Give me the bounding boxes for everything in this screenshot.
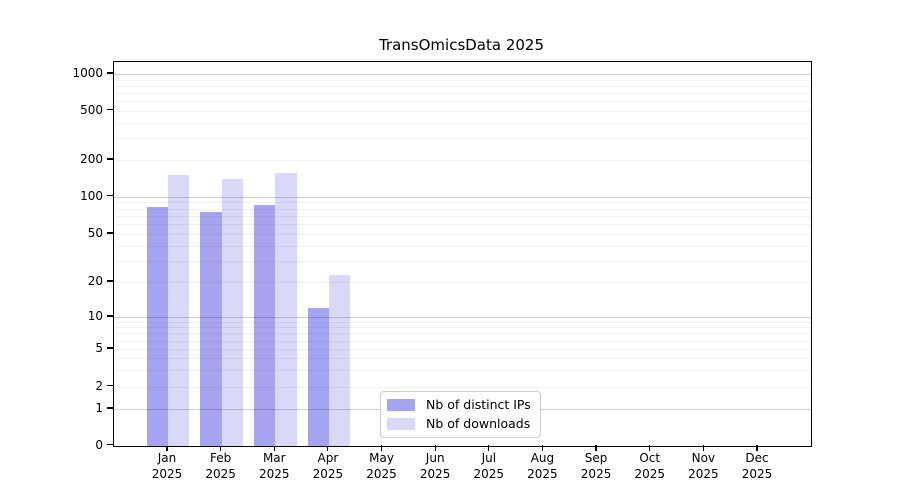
y-tick-label: 2 xyxy=(95,378,103,393)
y-tick-mark xyxy=(107,347,113,349)
y-tick-mark xyxy=(107,315,113,317)
gridline-minor xyxy=(114,245,811,247)
y-tick-mark xyxy=(107,407,113,409)
x-tick-mark xyxy=(166,445,168,451)
x-tick-mark xyxy=(327,445,329,451)
x-tick-mark xyxy=(649,445,651,451)
gridline-minor xyxy=(114,92,811,94)
chart-title: TransOmicsData 2025 xyxy=(378,36,545,54)
gridline-minor xyxy=(114,224,811,226)
x-tick-label: Feb 2025 xyxy=(205,451,236,481)
gridline-minor xyxy=(114,333,811,335)
bar-downloads-feb-2025 xyxy=(221,178,244,446)
x-tick-label: Jul 2025 xyxy=(473,451,505,481)
x-tick-label: Jan 2025 xyxy=(151,451,183,481)
x-tick-mark xyxy=(380,445,383,451)
plot-area xyxy=(113,61,812,447)
x-tick-mark xyxy=(488,445,490,451)
legend-swatch-downloads xyxy=(387,417,415,430)
y-tick-label: 200 xyxy=(80,152,103,166)
gridline-major xyxy=(114,196,811,198)
y-tick-mark xyxy=(107,384,113,387)
bar-downloads-jan-2025 xyxy=(168,175,190,446)
gridline-minor xyxy=(114,321,811,323)
legend-label-downloads: Nb of downloads xyxy=(426,416,531,431)
gridline-minor xyxy=(114,160,811,161)
x-tick-label: Sep 2025 xyxy=(580,451,612,481)
x-tick-label: Aug 2025 xyxy=(527,451,558,481)
gridline-minor xyxy=(114,234,811,235)
legend-item-downloads: Nb of downloads xyxy=(387,416,531,431)
bar-downloads-apr-2025 xyxy=(328,274,351,446)
legend: Nb of distinct IPs Nb of downloads xyxy=(380,391,541,438)
y-tick-mark xyxy=(107,72,113,74)
x-tick-label: Mar 2025 xyxy=(258,451,290,481)
y-tick-label: 20 xyxy=(87,274,103,288)
gridline-minor xyxy=(114,358,811,360)
gridline-minor xyxy=(114,208,811,210)
legend-swatch-distinct-ips xyxy=(387,398,415,411)
y-tick-label: 5 xyxy=(95,341,103,355)
x-tick-mark xyxy=(595,445,597,451)
bar-distinct-ips-mar-2025 xyxy=(253,205,276,446)
y-tick-mark xyxy=(107,280,113,282)
x-tick-label: Oct 2025 xyxy=(634,451,665,481)
gridline-minor xyxy=(114,369,811,371)
x-tick-mark xyxy=(434,445,436,451)
gridline-minor xyxy=(114,202,811,204)
x-tick-mark xyxy=(541,445,544,451)
bar-distinct-ips-jan-2025 xyxy=(146,207,168,446)
x-tick-mark xyxy=(273,445,275,451)
gridline-minor xyxy=(114,327,811,329)
y-tick-label: 50 xyxy=(87,226,103,240)
gridline-major xyxy=(114,317,811,319)
x-tick-label: Apr 2025 xyxy=(312,451,344,481)
gridline-minor xyxy=(114,85,811,87)
y-tick-mark xyxy=(107,158,113,160)
bar-distinct-ips-feb-2025 xyxy=(200,212,222,446)
gridline-minor xyxy=(114,100,811,102)
gridline-minor xyxy=(114,282,811,283)
x-tick-mark xyxy=(220,445,222,451)
gridline-minor xyxy=(114,138,811,140)
gridline-minor xyxy=(114,340,811,342)
x-tick-mark xyxy=(756,445,758,451)
y-tick-label: 0 xyxy=(95,437,103,452)
y-tick-label: 100 xyxy=(80,188,103,203)
gridline-minor xyxy=(114,349,811,350)
gridline-minor xyxy=(114,79,811,81)
y-tick-label: 1000 xyxy=(72,66,103,80)
gridline-minor xyxy=(114,260,811,262)
gridline-minor xyxy=(114,386,811,388)
legend-item-distinct-ips: Nb of distinct IPs xyxy=(387,397,531,412)
y-tick-label: 10 xyxy=(87,309,103,323)
y-tick-mark xyxy=(107,232,113,234)
gridline-minor xyxy=(114,215,811,217)
x-tick-label: Jun 2025 xyxy=(419,451,451,481)
y-tick-mark xyxy=(107,194,113,197)
y-tick-label: 1 xyxy=(95,401,103,415)
x-tick-label: Nov 2025 xyxy=(688,451,719,481)
bar-downloads-mar-2025 xyxy=(275,173,297,446)
x-tick-mark xyxy=(702,445,704,451)
x-tick-label: May 2025 xyxy=(366,451,397,481)
gridline-major xyxy=(114,74,811,76)
legend-label-distinct-ips: Nb of distinct IPs xyxy=(426,397,531,412)
x-tick-label: Dec 2025 xyxy=(741,451,773,481)
y-tick-mark xyxy=(107,443,113,446)
bar-distinct-ips-apr-2025 xyxy=(307,307,329,446)
gridline-minor xyxy=(114,122,811,124)
gridline-minor xyxy=(114,110,811,112)
y-tick-label: 500 xyxy=(80,102,103,117)
y-tick-mark xyxy=(107,108,113,111)
